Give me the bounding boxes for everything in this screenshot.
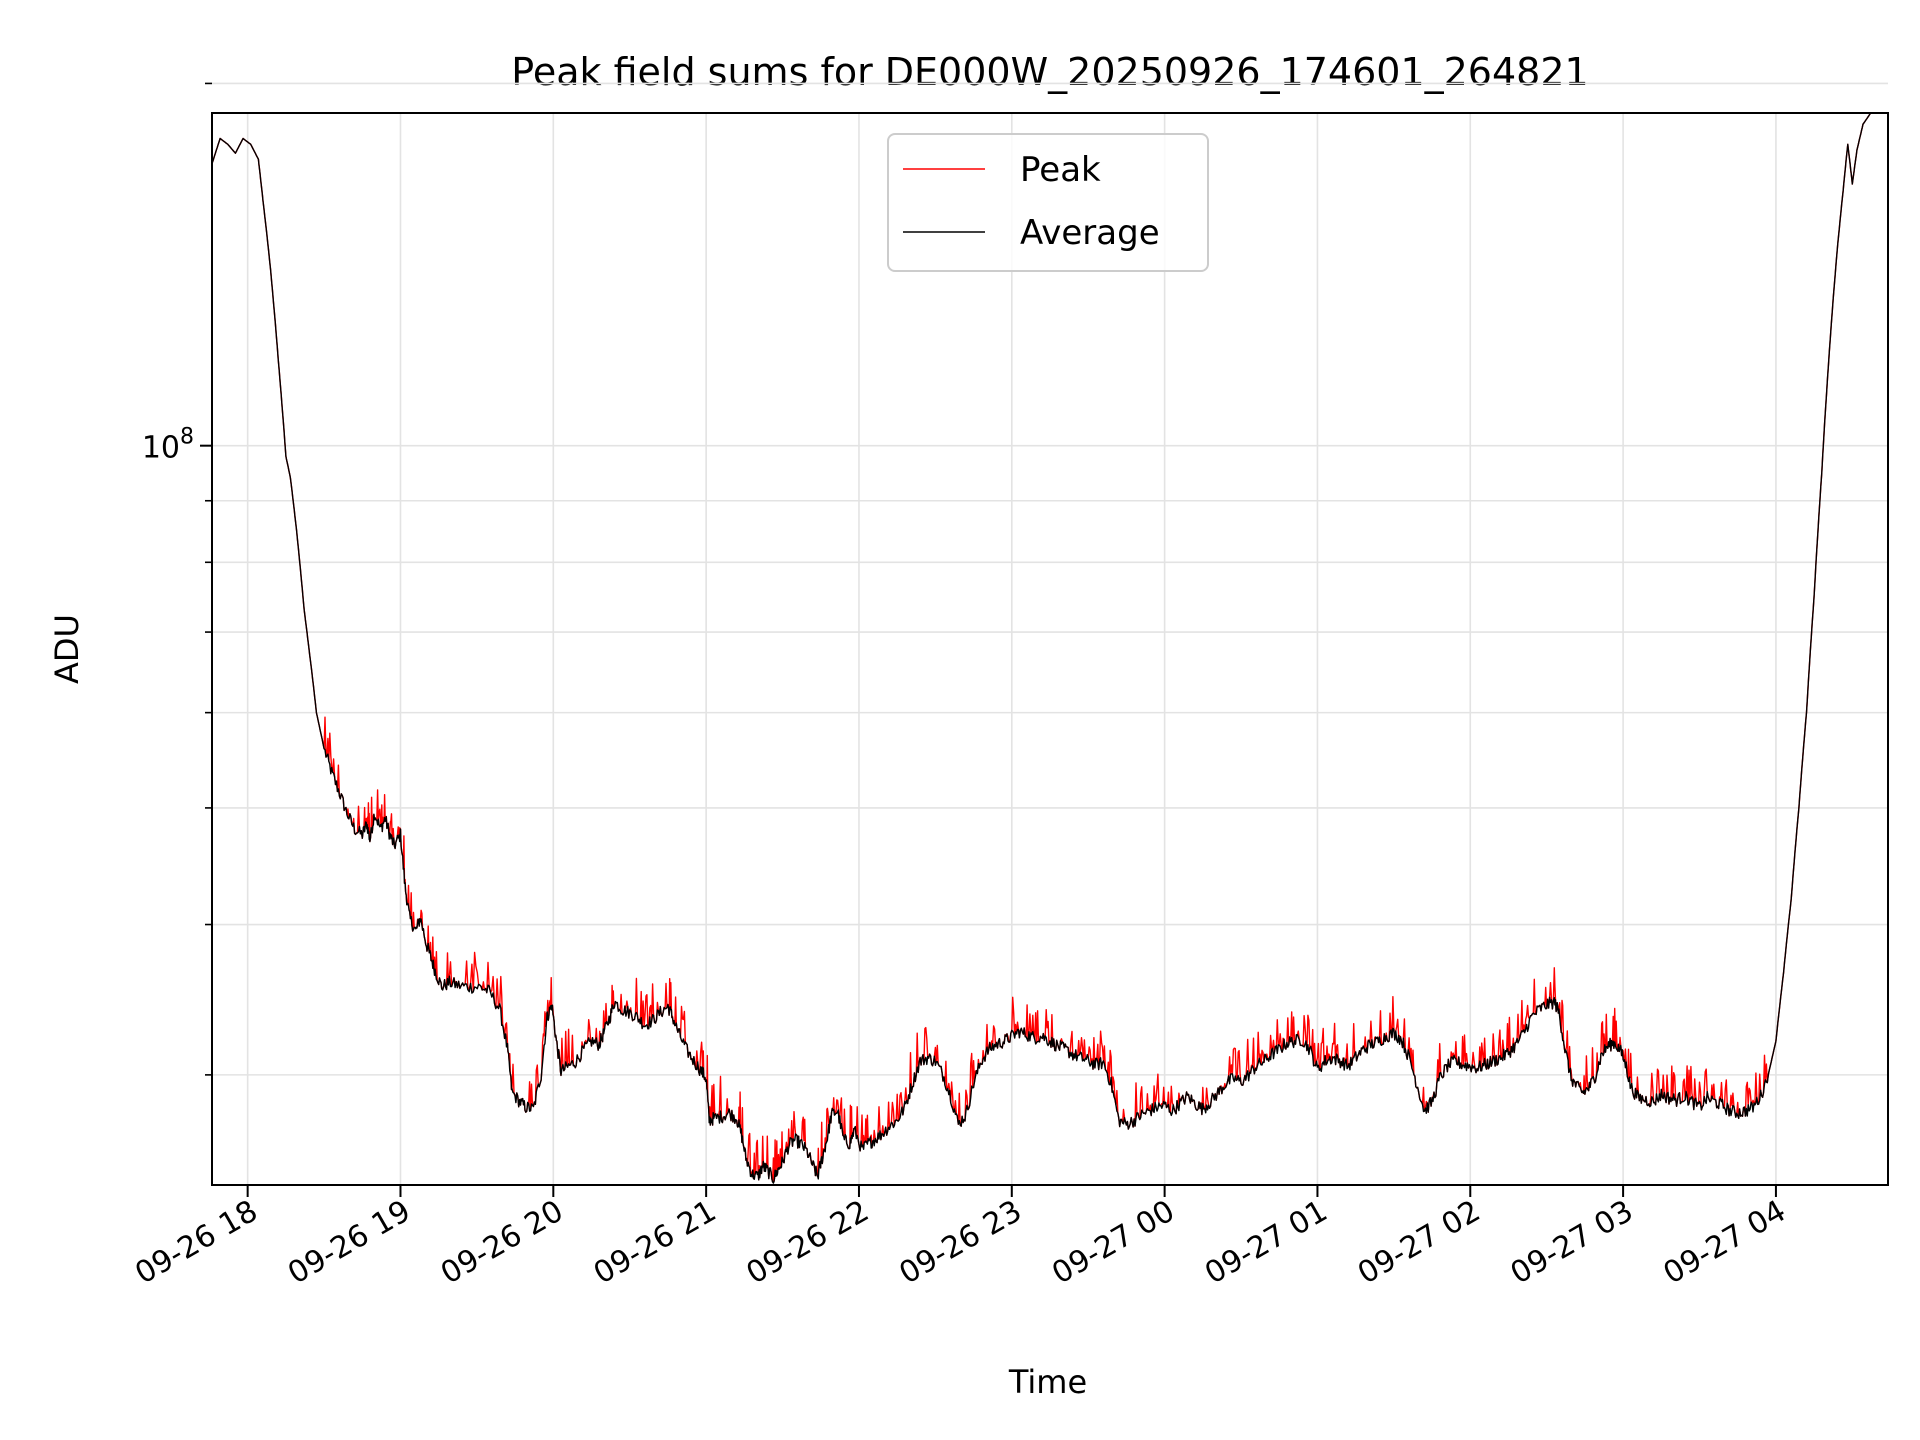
average-series-line bbox=[212, 113, 1872, 1184]
chart-title: Peak field sums for DE000W_20250926_1746… bbox=[511, 50, 1588, 94]
y-axis-label: ADU bbox=[48, 614, 86, 684]
legend-average-label: Average bbox=[1020, 213, 1160, 253]
plot-frame bbox=[211, 112, 1889, 1186]
x-axis-label: Time bbox=[1008, 1363, 1087, 1401]
legend: Peak Average bbox=[887, 133, 1209, 272]
y-tick-label: 108 bbox=[142, 425, 194, 466]
series-layer bbox=[212, 113, 1872, 1184]
grid-lines bbox=[212, 82, 1888, 1185]
legend-peak-label: Peak bbox=[1020, 150, 1101, 190]
